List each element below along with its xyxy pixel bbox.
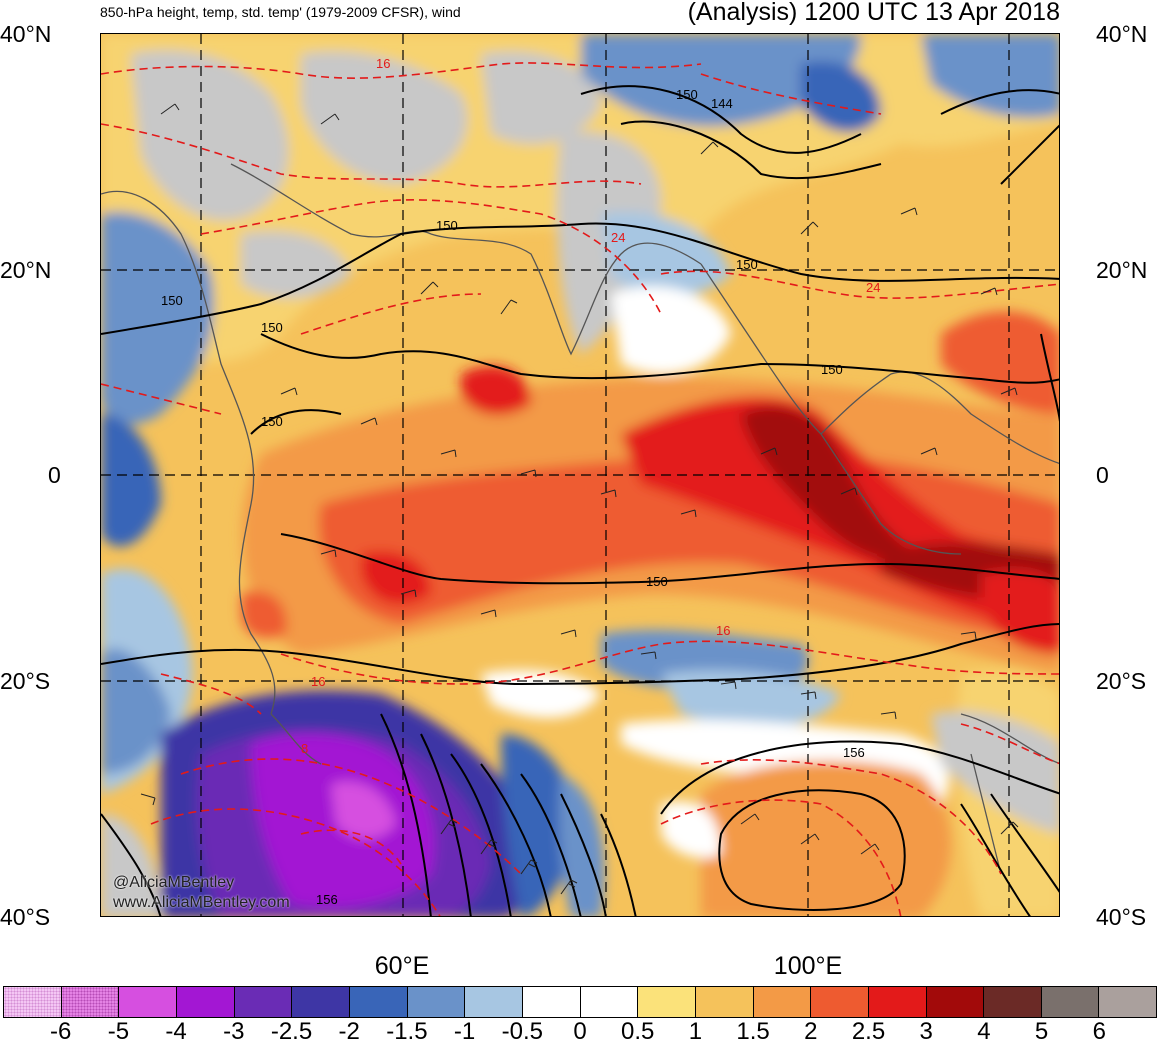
colorbar-tick-label: 2.5 [851, 1018, 886, 1045]
colorbar-swatch [1099, 987, 1157, 1017]
height-label: 150 [646, 574, 668, 589]
lat-label-20s-right: 20°S [1096, 668, 1147, 694]
colorbar-swatch [176, 987, 235, 1017]
temp-label: 8 [301, 741, 308, 756]
analysis-time: (Analysis) 1200 UTC 13 Apr 2018 [687, 0, 1060, 26]
colorbar-tick-label: -3 [223, 1018, 245, 1045]
colorbar-swatch [580, 987, 639, 1017]
map-canvas: 150 150 150 150 150 150 150 150 156 156 … [101, 34, 1059, 916]
anomaly-colorbar [3, 986, 1157, 1018]
temp-label: 24 [611, 230, 625, 245]
lon-label-100e: 100°E [773, 952, 843, 980]
weather-map: 150 150 150 150 150 150 150 150 156 156 … [100, 33, 1060, 917]
colorbar-tick-label: 1.5 [736, 1018, 770, 1045]
colorbar-swatch [407, 987, 466, 1017]
lat-label-eq-left: 0 [48, 462, 61, 488]
height-label: 150 [436, 218, 458, 233]
lat-label-40n-right: 40°N [1096, 21, 1148, 47]
colorbar-tick-label: 0 [573, 1018, 587, 1045]
height-label: 150 [736, 257, 758, 272]
colorbar-tick-label: -1.5 [386, 1018, 428, 1045]
height-label: 150 [261, 320, 283, 335]
height-label: 156 [316, 892, 338, 907]
colorbar-swatch [926, 987, 985, 1017]
height-label: 150 [821, 362, 843, 377]
colorbar-swatch [61, 987, 120, 1017]
colorbar-swatch [4, 987, 62, 1017]
colorbar-swatch [753, 987, 812, 1017]
colorbar-tick-label: -2 [338, 1018, 360, 1045]
height-labels: 150 150 150 150 150 150 150 150 156 156 … [161, 87, 865, 907]
height-label: 150 [261, 414, 283, 429]
height-label: 150 [676, 87, 698, 102]
temp-label: 24 [866, 280, 880, 295]
colorbar-tick-label: 5 [1034, 1018, 1049, 1045]
colorbar-swatch [292, 987, 350, 1017]
watermark-handle: @AliciaMBentley [113, 874, 235, 891]
colorbar-tick-label: 6 [1092, 1018, 1106, 1045]
colorbar-swatch [695, 987, 754, 1017]
colorbar-swatch [522, 987, 581, 1017]
height-label: 144 [711, 96, 733, 111]
colorbar-swatch [119, 987, 177, 1017]
colorbar-swatch [811, 987, 869, 1017]
colorbar-swatch [638, 987, 696, 1017]
coastlines [101, 163, 1059, 875]
colorbar-tick-label: -1 [453, 1018, 476, 1045]
lon-label-60e: 60°E [374, 952, 430, 980]
temperature-contours [101, 62, 1059, 916]
colorbar-tick-label: 2 [804, 1018, 818, 1045]
lat-label-eq-right: 0 [1096, 462, 1109, 488]
colorbar-swatch [1041, 987, 1100, 1017]
temp-label: 16 [376, 56, 390, 71]
height-contours [101, 85, 1059, 916]
watermark: @AliciaMBentley www.AliciaMBentley.com [113, 873, 290, 913]
colorbar-tick-label: 1 [688, 1018, 703, 1045]
colorbar-tick-label: 4 [977, 1018, 991, 1045]
lat-label-20s-left: 20°S [0, 668, 51, 694]
colorbar-swatch [465, 987, 523, 1017]
height-label: 156 [843, 745, 865, 760]
colorbar-tick-label: -2.5 [270, 1018, 313, 1045]
lat-label-20n-right: 20°N [1096, 257, 1148, 283]
colorbar-tick-label: 3 [919, 1018, 933, 1045]
temp-label: 16 [716, 623, 730, 638]
lat-label-40s-right: 40°S [1096, 904, 1147, 930]
colorbar-swatch [349, 987, 408, 1017]
colorbar-tick-label: -6 [50, 1018, 72, 1045]
lat-label-40s-left: 40°S [0, 904, 51, 930]
colorbar-swatch [868, 987, 927, 1017]
temperature-labels: 16 24 24 16 16 8 [301, 56, 880, 756]
colorbar-tick-label: -5 [107, 1018, 130, 1045]
lat-label-20n-left: 20°N [0, 257, 52, 283]
lat-label-40n-left: 40°N [0, 21, 52, 47]
height-label: 150 [161, 293, 183, 308]
colorbar-tick-label: -4 [165, 1018, 187, 1045]
colorbar-swatch [984, 987, 1042, 1017]
wind-barbs [140, 103, 1019, 895]
colorbar-tick-label: 0.5 [621, 1018, 655, 1045]
colorbar-tick-label: -0.5 [501, 1018, 543, 1045]
temp-label: 16 [311, 674, 325, 689]
colorbar-swatch [234, 987, 293, 1017]
map-title: 850-hPa height, temp, std. temp' (1979-2… [100, 4, 461, 20]
watermark-url: www.AliciaMBentley.com [113, 894, 290, 911]
